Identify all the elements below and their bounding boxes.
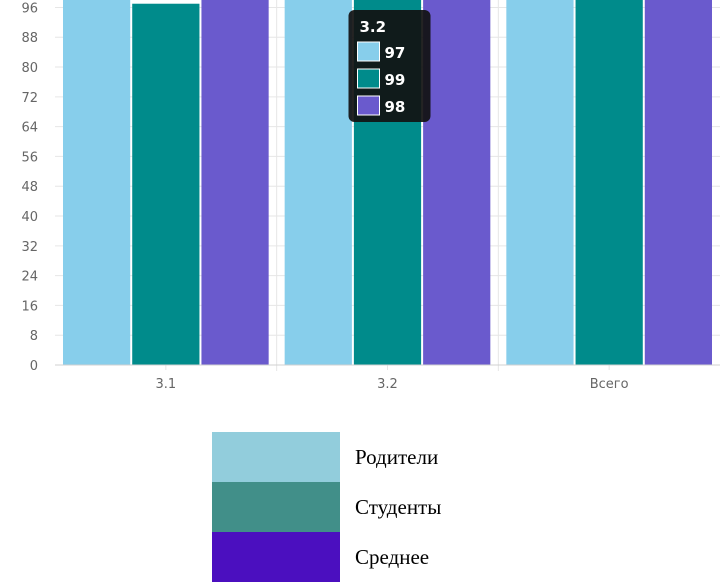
x-tick-label: Всего bbox=[590, 377, 629, 392]
bar[interactable] bbox=[423, 0, 491, 365]
legend-label: Родители bbox=[355, 444, 439, 469]
bar[interactable] bbox=[284, 0, 352, 365]
legend-item[interactable]: Среднее bbox=[212, 532, 532, 582]
y-tick-label: 8 bbox=[30, 329, 38, 344]
legend-swatch bbox=[212, 532, 340, 582]
tooltip-swatch bbox=[357, 95, 380, 116]
x-axis: 3.1 3.2 Всего bbox=[55, 364, 720, 392]
legend-swatch bbox=[212, 482, 340, 532]
y-axis: 0 8 16 24 32 40 48 56 64 72 80 88 96 bbox=[21, 1, 38, 374]
bar[interactable] bbox=[63, 0, 131, 365]
tooltip-swatch bbox=[357, 41, 380, 62]
legend-swatch bbox=[212, 432, 340, 482]
bar[interactable] bbox=[201, 0, 269, 365]
tooltip-title: 3.2 bbox=[360, 18, 387, 36]
bars bbox=[63, 0, 712, 366]
bar[interactable] bbox=[644, 0, 712, 365]
bar-chart: 0 8 16 24 32 40 48 56 64 72 80 88 96 3.1 3.2 Всего 3.2… bbox=[21, 0, 720, 392]
legend: Родители Студенты Среднее bbox=[212, 432, 532, 582]
y-tick-label: 72 bbox=[21, 91, 38, 106]
y-tick-label: 0 bbox=[30, 359, 38, 374]
legend-label: Среднее bbox=[355, 544, 430, 569]
legend-item[interactable]: Родители bbox=[212, 432, 532, 482]
y-tick-label: 32 bbox=[21, 240, 38, 255]
y-tick-label: 48 bbox=[21, 180, 38, 195]
bar[interactable] bbox=[506, 0, 574, 365]
y-tick-label: 80 bbox=[21, 61, 38, 76]
tooltip-swatch bbox=[357, 68, 380, 89]
x-tick-label: 3.1 bbox=[155, 377, 176, 392]
x-tick-label: 3.2 bbox=[377, 377, 398, 392]
tooltip: 3.2 97 99 98 bbox=[348, 10, 431, 122]
y-tick-label: 40 bbox=[21, 210, 38, 225]
tooltip-value: 98 bbox=[385, 98, 406, 116]
tooltip-box bbox=[348, 10, 431, 122]
y-tick-label: 64 bbox=[21, 121, 38, 136]
y-tick-label: 56 bbox=[21, 150, 38, 165]
bar[interactable] bbox=[575, 0, 643, 365]
tooltip-value: 99 bbox=[385, 71, 406, 89]
legend-item[interactable]: Студенты bbox=[212, 482, 532, 532]
y-tick-label: 24 bbox=[21, 270, 38, 285]
bar[interactable] bbox=[132, 3, 200, 366]
y-tick-label: 16 bbox=[21, 299, 38, 314]
y-tick-label: 96 bbox=[21, 1, 38, 16]
legend-label: Студенты bbox=[355, 494, 442, 519]
y-tick-label: 88 bbox=[21, 31, 38, 46]
tooltip-value: 97 bbox=[385, 44, 406, 62]
